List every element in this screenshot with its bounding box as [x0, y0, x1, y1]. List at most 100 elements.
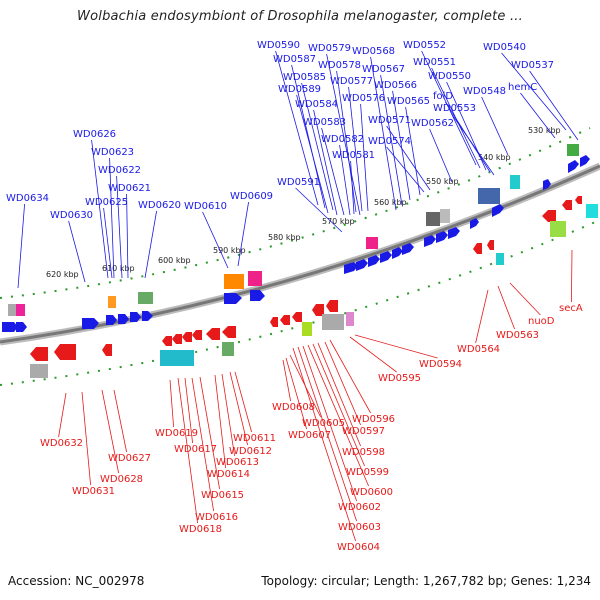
feature-box[interactable]	[322, 314, 344, 330]
reverse-gene-label[interactable]: WD0599	[346, 467, 389, 478]
forward-gene-label[interactable]: folD	[433, 91, 453, 102]
reverse-gene-label[interactable]: WD0612	[229, 446, 272, 457]
forward-gene-label[interactable]: WD0574	[368, 136, 411, 147]
reverse-gene[interactable]	[326, 300, 338, 312]
feature-box[interactable]	[567, 144, 579, 156]
reverse-gene[interactable]	[162, 336, 172, 346]
forward-gene-label[interactable]: WD0620	[138, 200, 181, 211]
forward-gene-label[interactable]: WD0551	[413, 57, 456, 68]
forward-gene-label[interactable]: WD0582	[321, 134, 364, 145]
reverse-gene-label[interactable]: WD0602	[338, 502, 381, 513]
reverse-gene-label[interactable]: nuoD	[528, 316, 555, 327]
forward-gene[interactable]	[580, 155, 590, 167]
forward-gene-label[interactable]: WD0610	[184, 201, 227, 212]
forward-gene-label[interactable]: WD0583	[303, 117, 346, 128]
feature-box[interactable]	[108, 296, 116, 308]
reverse-gene-label[interactable]: WD0594	[419, 359, 462, 370]
feature-box[interactable]	[550, 221, 566, 237]
reverse-gene-label[interactable]: WD0613	[216, 457, 259, 468]
forward-gene-label[interactable]: WD0566	[374, 80, 417, 91]
forward-gene[interactable]	[250, 290, 265, 301]
reverse-gene[interactable]	[487, 240, 494, 250]
reverse-gene-label[interactable]: secA	[559, 303, 583, 314]
forward-gene-label[interactable]: WD0540	[483, 42, 526, 53]
reverse-gene[interactable]	[542, 210, 556, 222]
feature-box[interactable]	[586, 204, 598, 218]
forward-gene-label[interactable]: WD0626	[73, 129, 116, 140]
forward-gene[interactable]	[380, 251, 392, 263]
reverse-gene[interactable]	[182, 332, 192, 342]
feature-box[interactable]	[8, 304, 16, 316]
forward-gene[interactable]	[118, 314, 129, 324]
forward-gene[interactable]	[106, 315, 117, 325]
reverse-gene-label[interactable]: WD0631	[72, 486, 115, 497]
forward-gene-label[interactable]: WD0634	[6, 193, 49, 204]
feature-box[interactable]	[496, 253, 504, 265]
forward-gene-label[interactable]: WD0579	[308, 43, 351, 54]
reverse-gene-label[interactable]: WD0597	[342, 426, 385, 437]
reverse-gene-label[interactable]: WD0564	[457, 344, 500, 355]
feature-box[interactable]	[30, 364, 48, 378]
reverse-gene-label[interactable]: WD0615	[201, 490, 244, 501]
reverse-gene[interactable]	[562, 200, 572, 210]
reverse-gene-label[interactable]: WD0604	[337, 542, 380, 553]
reverse-gene-label[interactable]: WD0595	[378, 373, 421, 384]
forward-gene[interactable]	[492, 204, 504, 217]
reverse-gene-label[interactable]: WD0617	[174, 444, 217, 455]
forward-gene-label[interactable]: WD0553	[433, 103, 476, 114]
reverse-gene-label[interactable]: WD0563	[496, 330, 539, 341]
forward-gene-label[interactable]: hemC	[508, 82, 537, 93]
feature-box[interactable]	[222, 342, 234, 356]
feature-box[interactable]	[426, 212, 440, 226]
feature-box[interactable]	[440, 209, 450, 223]
feature-box[interactable]	[224, 274, 244, 289]
reverse-gene-label[interactable]: WD0618	[179, 524, 222, 535]
feature-box[interactable]	[160, 350, 194, 366]
feature-box[interactable]	[302, 322, 312, 336]
reverse-gene-label[interactable]: WD0596	[352, 414, 395, 425]
forward-gene[interactable]	[392, 247, 403, 259]
forward-gene-label[interactable]: WD0578	[318, 60, 361, 71]
feature-box[interactable]	[16, 304, 25, 316]
reverse-gene-label[interactable]: WD0632	[40, 438, 83, 449]
forward-gene-label[interactable]: WD0567	[362, 64, 405, 75]
reverse-gene-label[interactable]: WD0627	[108, 453, 151, 464]
forward-gene-label[interactable]: WD0552	[403, 40, 446, 51]
forward-gene-label[interactable]: WD0625	[85, 197, 128, 208]
forward-gene[interactable]	[424, 235, 436, 247]
forward-gene-label[interactable]: WD0584	[295, 99, 338, 110]
reverse-gene-label[interactable]: WD0614	[207, 469, 250, 480]
forward-gene-label[interactable]: WD0585	[283, 72, 326, 83]
forward-gene[interactable]	[16, 322, 27, 332]
forward-gene-label[interactable]: WD0591	[277, 177, 320, 188]
forward-gene[interactable]	[470, 218, 479, 229]
forward-gene[interactable]	[356, 259, 368, 271]
reverse-gene-label[interactable]: WD0619	[155, 428, 198, 439]
forward-gene[interactable]	[142, 311, 153, 321]
forward-gene[interactable]	[448, 227, 460, 239]
forward-gene-label[interactable]: WD0623	[91, 147, 134, 158]
forward-gene[interactable]	[2, 322, 18, 332]
reverse-gene[interactable]	[222, 326, 236, 338]
feature-box[interactable]	[510, 175, 520, 189]
reverse-gene[interactable]	[312, 304, 324, 316]
reverse-gene[interactable]	[192, 330, 202, 340]
forward-gene-label[interactable]: WD0621	[108, 183, 151, 194]
forward-gene[interactable]	[82, 318, 99, 329]
forward-gene-label[interactable]: WD0562	[411, 118, 454, 129]
reverse-gene-label[interactable]: WD0600	[350, 487, 393, 498]
feature-box[interactable]	[478, 188, 500, 204]
forward-gene-label[interactable]: WD0548	[463, 86, 506, 97]
reverse-gene-label[interactable]: WD0616	[195, 512, 238, 523]
reverse-gene-label[interactable]: WD0628	[100, 474, 143, 485]
forward-gene-label[interactable]: WD0550	[428, 71, 471, 82]
forward-gene-label[interactable]: WD0568	[352, 46, 395, 57]
forward-gene-label[interactable]: WD0537	[511, 60, 554, 71]
forward-gene-label[interactable]: WD0565	[387, 96, 430, 107]
reverse-gene[interactable]	[473, 243, 482, 254]
forward-gene[interactable]	[224, 293, 242, 304]
reverse-gene[interactable]	[270, 317, 278, 327]
forward-gene-label[interactable]: WD0609	[230, 191, 273, 202]
reverse-gene[interactable]	[172, 334, 182, 344]
forward-gene[interactable]	[402, 243, 414, 255]
